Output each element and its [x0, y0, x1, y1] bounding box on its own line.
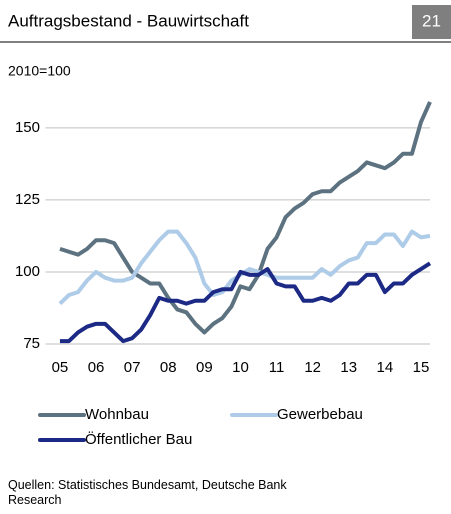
x-tick-label: 08	[160, 359, 177, 376]
x-tick-label: 09	[196, 359, 213, 376]
series-line	[59, 101, 432, 335]
x-tick-label: 11	[269, 359, 285, 376]
legend-label: Öffentlicher Bau	[85, 430, 192, 448]
y-tick-label: 125	[15, 191, 40, 208]
x-tick-label: 13	[340, 359, 357, 376]
series-line	[59, 261, 432, 344]
subtitle: 2010=100	[8, 63, 71, 79]
source-box: Quellen: Statistisches Bundesamt, Deutsc…	[8, 478, 287, 507]
legend-label: Gewerbebau	[277, 406, 363, 423]
x-tick-label: 07	[124, 359, 141, 376]
page-number: 21	[422, 11, 441, 30]
page-badge	[412, 5, 451, 39]
y-tick-label: 150	[15, 119, 40, 136]
legend-label: Wohnbau	[85, 406, 149, 423]
source: Quellen: Statistisches Bundesamt, Deutsc…	[8, 478, 287, 507]
x-tick-label: 10	[232, 359, 249, 376]
x-tick-label: 12	[304, 359, 321, 376]
x-tick-label: 06	[88, 359, 105, 376]
x-tick-label: 15	[413, 359, 430, 376]
x-tick-label: 05	[52, 359, 69, 376]
x-tick-label: 14	[377, 359, 394, 376]
chart-title: Auftragsbestand - Bauwirtschaft	[8, 11, 249, 30]
y-tick-label: 75	[23, 335, 40, 352]
y-tick-label: 100	[15, 263, 40, 280]
